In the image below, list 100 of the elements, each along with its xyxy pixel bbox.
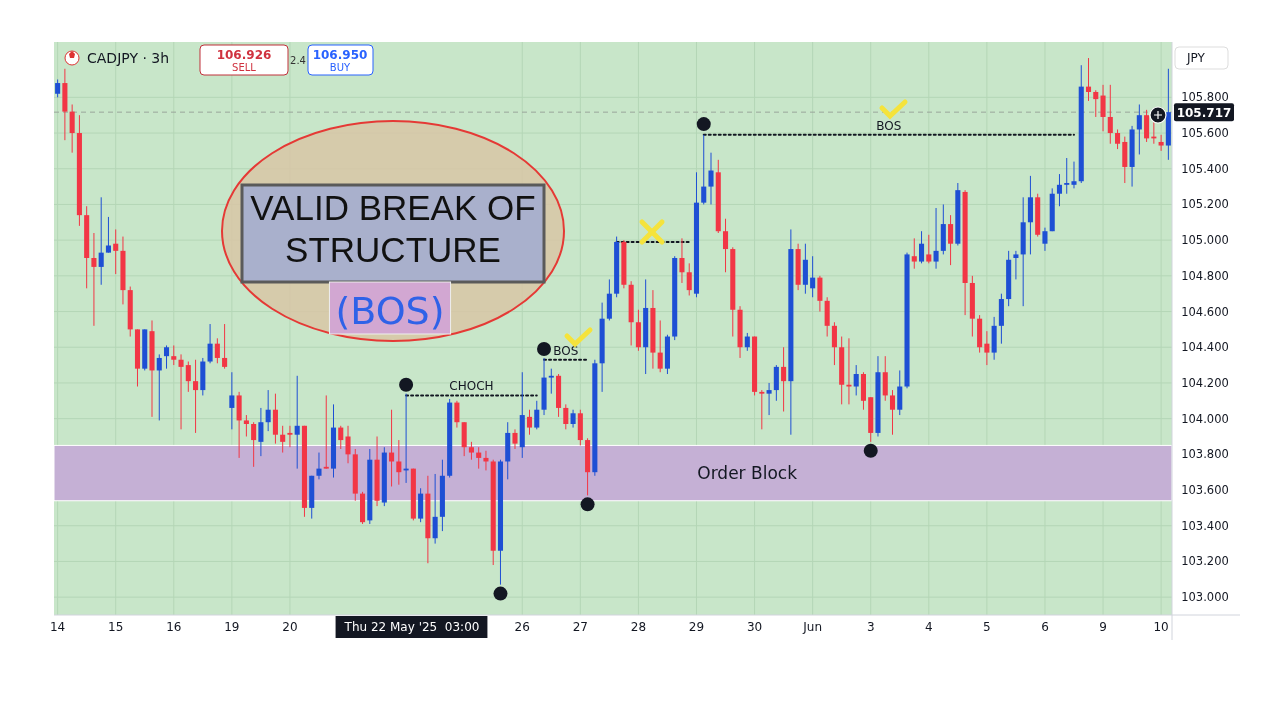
annotation: 2.4: [290, 55, 306, 66]
candlestick: [1144, 109, 1150, 143]
text: CADJPY · 3h: [87, 50, 170, 66]
candlestick: [919, 230, 925, 264]
y-tick-label: 104.200: [1181, 375, 1229, 390]
y-tick-label: 103.400: [1181, 518, 1229, 533]
candlestick: [178, 353, 184, 430]
candlestick: [1085, 57, 1092, 102]
candlestick: [679, 237, 685, 284]
candlestick: [207, 323, 213, 364]
candlestick: [563, 403, 569, 430]
candlestick: [853, 364, 859, 396]
x-tick-label: 28: [630, 620, 647, 634]
x-tick-label: 3: [866, 620, 875, 634]
x-tick-label: 26: [514, 620, 530, 634]
candlestick: [773, 364, 779, 402]
y-tick-label: 104.600: [1181, 304, 1229, 319]
candlestick: [98, 196, 104, 286]
candlestick: [323, 394, 329, 470]
x-tick-label: 27: [572, 620, 588, 634]
candlestick: [163, 344, 170, 370]
candlestick: [69, 103, 75, 154]
point: [863, 443, 878, 458]
y-tick-label: 104.400: [1181, 340, 1229, 355]
candlestick: [338, 425, 344, 450]
x-tick-label: 16: [166, 620, 182, 634]
annotation: 106.926: [216, 48, 272, 62]
candlestick: [526, 409, 533, 436]
candlestick: [454, 400, 460, 429]
point: [399, 377, 414, 392]
candlestick: [831, 321, 837, 366]
candlestick: [933, 207, 939, 270]
candlestick: [294, 375, 300, 470]
candlestick: [280, 425, 286, 454]
candlestick: [897, 369, 903, 416]
candlestick: [810, 255, 816, 298]
candlestick: [214, 337, 220, 364]
candlestick: [265, 389, 271, 432]
point: [696, 117, 711, 132]
x-tick-label: 30: [746, 620, 763, 634]
y-tick-label: 105.400: [1181, 161, 1229, 176]
candlestick: [156, 353, 162, 421]
candlestick: [701, 134, 707, 205]
candlestick: [889, 389, 896, 436]
series-label: BOS: [876, 118, 902, 133]
candlestick: [345, 425, 351, 464]
candlestick: [222, 323, 228, 370]
candlestick: [1093, 89, 1099, 118]
candlestick: [105, 216, 111, 254]
annotation: (BOS): [335, 289, 445, 333]
candlestick: [846, 337, 852, 405]
text: Thu 22 May '25 03:00: [343, 620, 480, 634]
x-tick-label: 10: [1153, 620, 1169, 634]
candlestick: [1115, 128, 1121, 150]
point: [537, 342, 552, 357]
candlestick: [766, 382, 772, 416]
candlestick: [759, 389, 765, 430]
y-tick-label: 103.600: [1181, 483, 1229, 498]
candlestick: [1042, 227, 1048, 252]
y-tick-label: 103.800: [1181, 447, 1229, 462]
candlestick: [171, 344, 177, 366]
x-tick-label: 9: [1099, 620, 1107, 634]
candlestick: [185, 361, 191, 393]
ref-line-label: 105.717: [1176, 105, 1232, 120]
x-tick-label: 29: [688, 620, 705, 634]
candlestick: [984, 330, 990, 366]
candlestick: [1136, 103, 1142, 155]
candlestick: [781, 346, 787, 412]
y-tick-label: 105.000: [1181, 233, 1229, 248]
candlestick: [243, 414, 249, 437]
y-tick-label: 105.200: [1181, 197, 1229, 212]
x-tick-label: 20: [282, 620, 298, 634]
candlestick: [193, 359, 199, 434]
candlestick: [113, 228, 119, 275]
candlestick: [396, 439, 402, 486]
series-label: BOS: [553, 343, 579, 358]
candlestick: [316, 452, 322, 480]
band-label: Order Block: [697, 463, 798, 484]
candlestick: [1064, 157, 1070, 195]
y-tick-label: 104.000: [1181, 411, 1229, 426]
x-tick-label: 19: [224, 620, 240, 634]
x-tick-label: 6: [1041, 620, 1049, 634]
candlestick: [926, 234, 932, 264]
series-label: CHOCH: [449, 379, 494, 394]
candlestick: [1013, 250, 1019, 280]
candlestick: [91, 232, 97, 327]
candlestick: [882, 355, 888, 402]
candlestick: [1100, 84, 1106, 132]
candlestick: [686, 262, 692, 296]
candlestick: [476, 446, 482, 470]
point: [493, 586, 508, 601]
y-tick-label: 103.000: [1181, 590, 1229, 605]
x-tick-label: 15: [108, 620, 124, 634]
candlestick: [708, 152, 714, 205]
x-tick-label: 5: [983, 620, 991, 634]
annotation: VALID BREAK OF STRUCTURE: [250, 188, 536, 269]
y-tick-label: 104.800: [1181, 268, 1229, 283]
point: [580, 497, 595, 512]
x-tick-label: Jun: [802, 620, 823, 634]
candlestick: [911, 237, 917, 270]
